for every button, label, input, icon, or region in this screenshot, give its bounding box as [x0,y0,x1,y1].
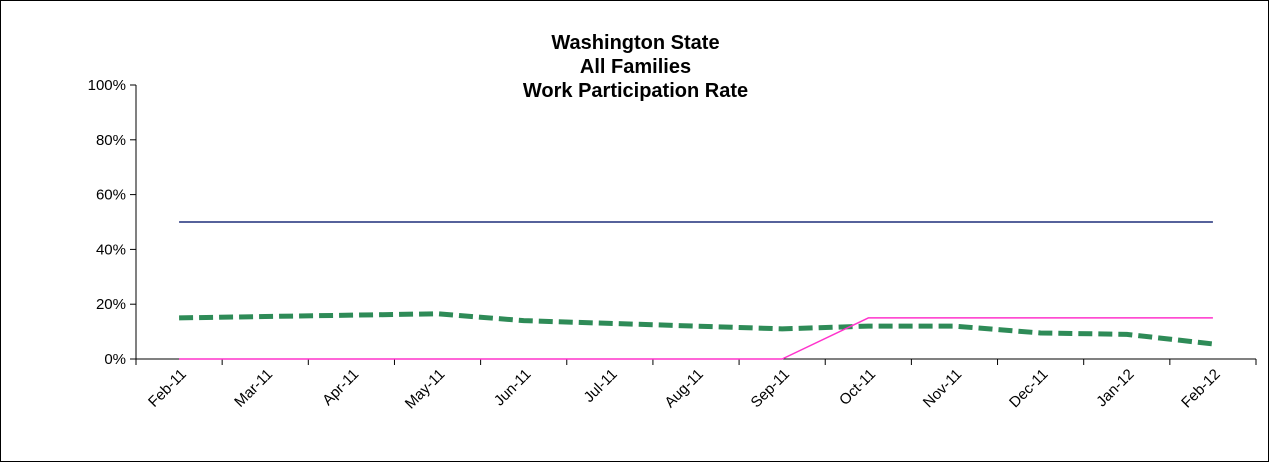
chart-title-line-2: All Families [579,56,692,78]
x-tick-label: Jul-11 [581,366,621,406]
x-tick-label: Nov-11 [920,366,965,411]
y-tick-label: 80% [96,132,126,149]
x-tick-label: Jun-11 [491,366,535,410]
x-tick-label: Oct-11 [836,366,879,409]
x-tick-label: Sep-11 [748,366,793,411]
chart-title-line-1: Washington State [551,32,720,54]
x-tick-label: Feb-11 [145,366,190,411]
x-tick-label: Apr-11 [319,366,362,409]
y-tick-label: 100% [88,77,126,94]
x-tick-label: Dec-11 [1006,366,1051,411]
x-tick-label: Jan-12 [1093,366,1137,410]
x-tick-label: Aug-11 [661,366,706,411]
x-tick-label: Mar-11 [231,366,276,411]
series-line-3 [179,317,1213,360]
y-tick-label: 60% [96,187,126,204]
chart-title-line-3: Work Participation Rate [522,80,749,102]
y-tick-label: 0% [104,351,126,368]
y-tick-label: 40% [96,241,126,258]
x-tick-label: Feb-12 [1178,366,1224,412]
x-tick-label: May-11 [402,366,449,413]
y-tick-label: 20% [96,296,126,313]
